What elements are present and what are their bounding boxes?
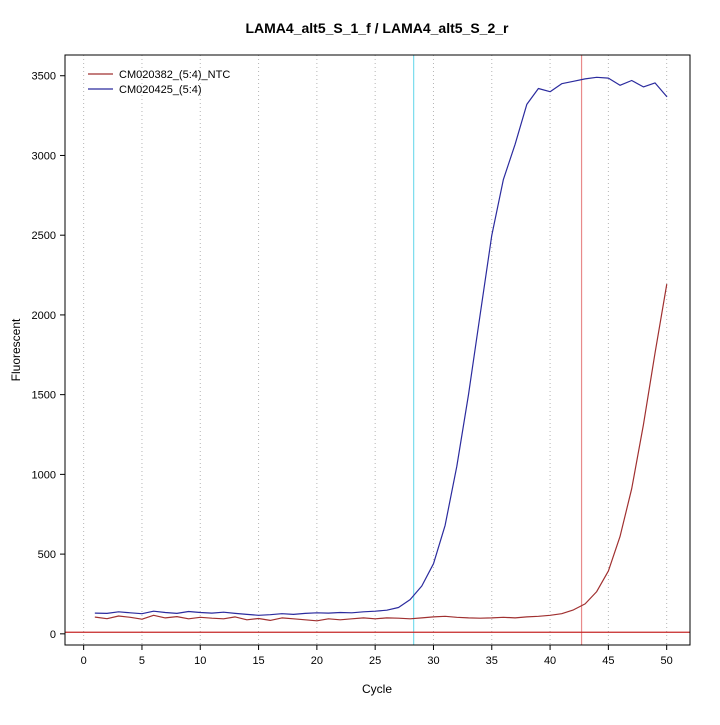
chart-title: LAMA4_alt5_S_1_f / LAMA4_alt5_S_2_r [245, 20, 509, 36]
x-tick-label: 5 [139, 655, 145, 667]
y-tick-label: 3500 [32, 71, 56, 83]
x-tick-label: 35 [486, 655, 498, 667]
y-tick-label: 2000 [32, 310, 56, 322]
plot-border [64, 54, 691, 646]
y-tick-label: 1500 [32, 390, 56, 402]
y-tick-label: 3000 [32, 150, 56, 162]
x-tick-label: 0 [81, 655, 87, 667]
x-tick-label: 30 [427, 655, 439, 667]
x-tick-label: 15 [252, 655, 264, 667]
legend-label-ntc: CM020382_(5:4)_NTC [119, 69, 230, 81]
y-tick-label: 1000 [32, 469, 56, 481]
series-line-1 [94, 76, 668, 616]
y-tick-label: 2500 [32, 230, 56, 242]
series-line-0 [94, 284, 668, 622]
legend-label-sample: CM020425_(5:4) [119, 84, 202, 96]
y-axis-label: Fluorescent [9, 318, 23, 381]
x-tick-label: 40 [544, 655, 556, 667]
y-tick-label: 500 [38, 549, 56, 561]
x-tick-label: 10 [194, 655, 206, 667]
legend: CM020382_(5:4)_NTC CM020425_(5:4) [88, 69, 230, 96]
x-tick-label: 50 [661, 655, 673, 667]
x-axis-label: Cycle [362, 682, 392, 696]
x-tick-label: 45 [602, 655, 614, 667]
plot-area: 0 5 10 15 20 25 30 35 40 45 5005001000150020002500… [32, 54, 691, 667]
x-tick-label: 20 [311, 655, 323, 667]
y-tick-label: 0 [50, 629, 56, 641]
x-tick-label: 25 [369, 655, 381, 667]
